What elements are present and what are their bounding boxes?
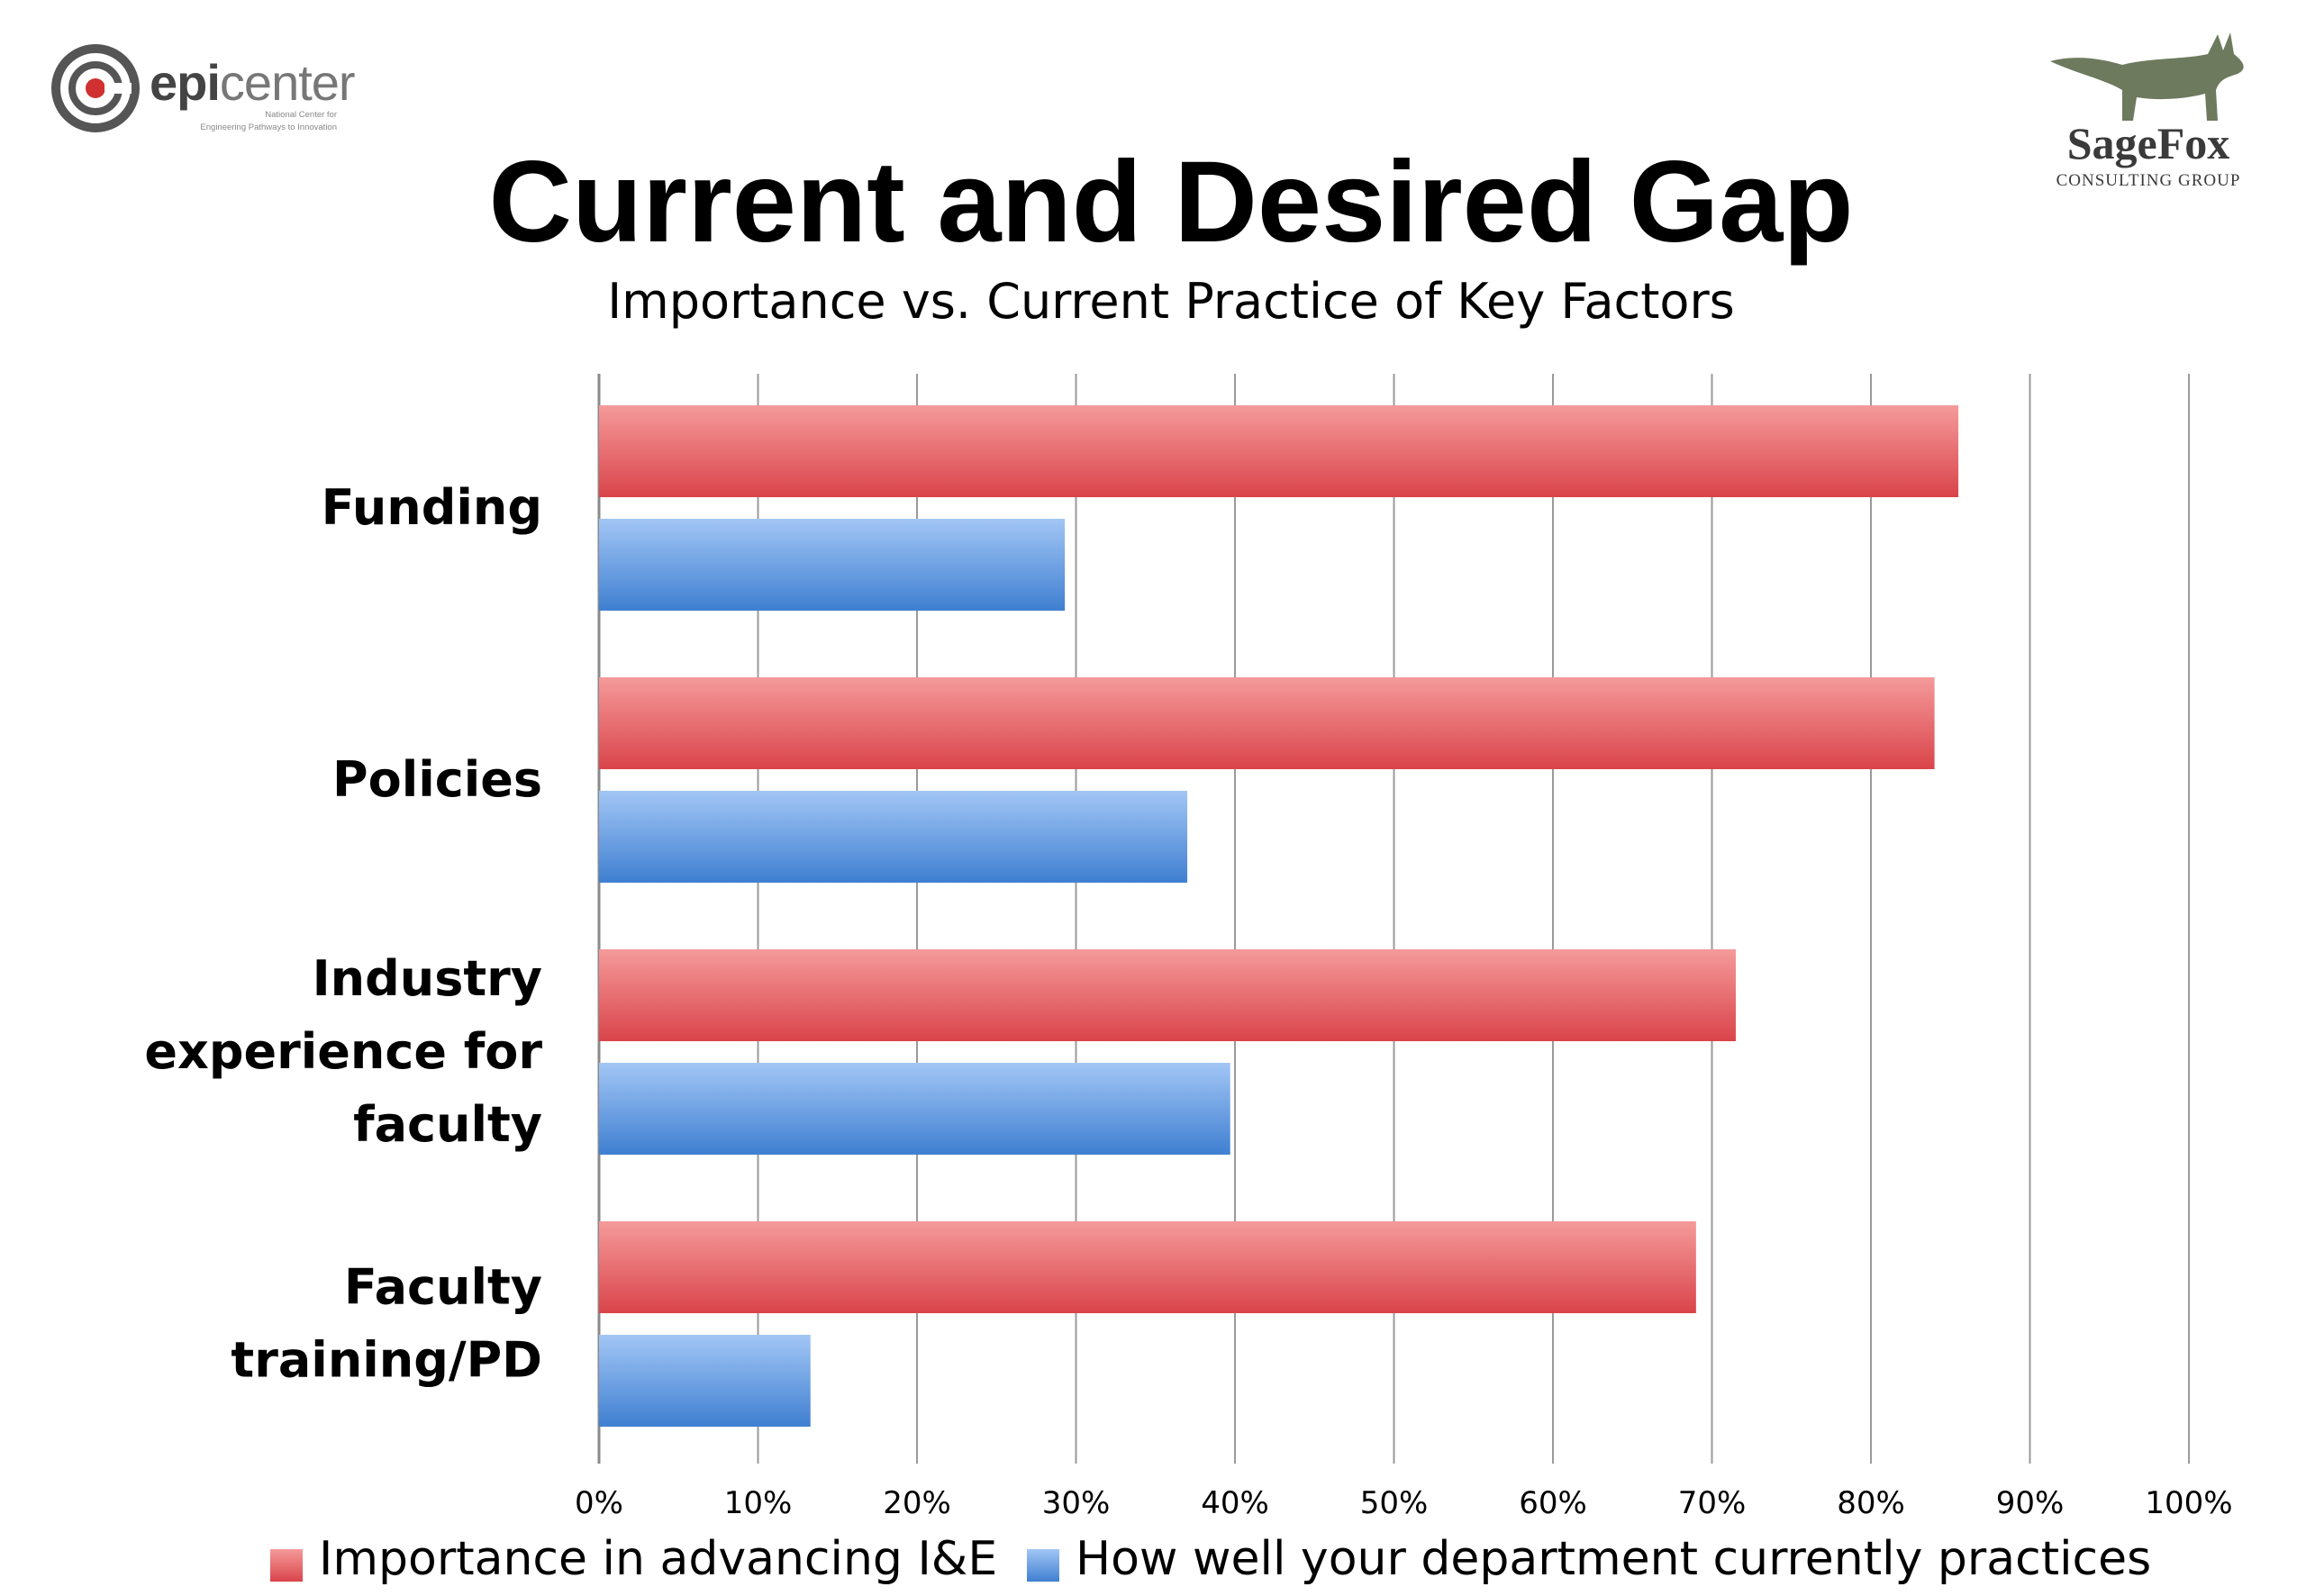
bar-importance: [599, 677, 1935, 769]
bar-practice: [599, 1063, 1230, 1155]
bar-importance: [599, 405, 1959, 497]
category-label: faculty: [353, 1096, 542, 1153]
x-tick-label: 30%: [1042, 1485, 1111, 1521]
x-tick-label: 90%: [1996, 1485, 2065, 1521]
epicenter-target-icon: [51, 44, 140, 132]
sagefox-logo: SageFox CONSULTING GROUP: [2036, 27, 2261, 198]
x-tick-label: 70%: [1678, 1485, 1747, 1521]
bar-practice: [599, 791, 1188, 883]
category-label: Faculty: [344, 1259, 542, 1316]
bar-importance: [599, 949, 1736, 1041]
category-label: Policies: [332, 751, 542, 808]
bar-practice: [599, 519, 1066, 611]
category-label: Industry: [313, 950, 542, 1007]
sagefox-name: SageFox: [2066, 118, 2230, 168]
legend-label-practice: How well your department currently pract…: [1076, 1532, 2152, 1586]
chart-title: Current and Desired Gap: [488, 138, 1854, 267]
category-label: training/PD: [231, 1332, 542, 1389]
x-tick-label: 80%: [1837, 1485, 1905, 1521]
legend-swatch-practice: [1027, 1549, 1059, 1582]
fox-icon: [2050, 32, 2244, 121]
sagefox-subtitle: CONSULTING GROUP: [2056, 171, 2241, 190]
category-label: Funding: [322, 479, 542, 536]
chart-subtitle: Importance vs. Current Practice of Key F…: [607, 273, 1735, 330]
epicenter-tagline-2: Engineering Pathways to Innovation: [200, 122, 337, 132]
epicenter-logo: epicenter National Center for Engineerin…: [50, 43, 375, 142]
x-tick-label: 50%: [1360, 1485, 1429, 1521]
bar-importance: [599, 1221, 1696, 1313]
legend-label-importance: Importance in advancing I&E: [319, 1532, 998, 1586]
x-tick-label: 10%: [724, 1485, 793, 1521]
x-tick-label: 0%: [575, 1485, 623, 1521]
x-tick-label: 20%: [883, 1485, 951, 1521]
epicenter-tagline-1: National Center for: [265, 110, 337, 120]
category-label: experience for: [144, 1023, 542, 1080]
x-tick-label: 60%: [1519, 1485, 1587, 1521]
legend-swatch-importance: [270, 1549, 303, 1582]
x-tick-label: 100%: [2145, 1485, 2232, 1521]
bar-practice: [599, 1335, 811, 1427]
epicenter-wordmark: epicenter: [150, 54, 356, 111]
x-tick-label: 40%: [1201, 1485, 1269, 1521]
